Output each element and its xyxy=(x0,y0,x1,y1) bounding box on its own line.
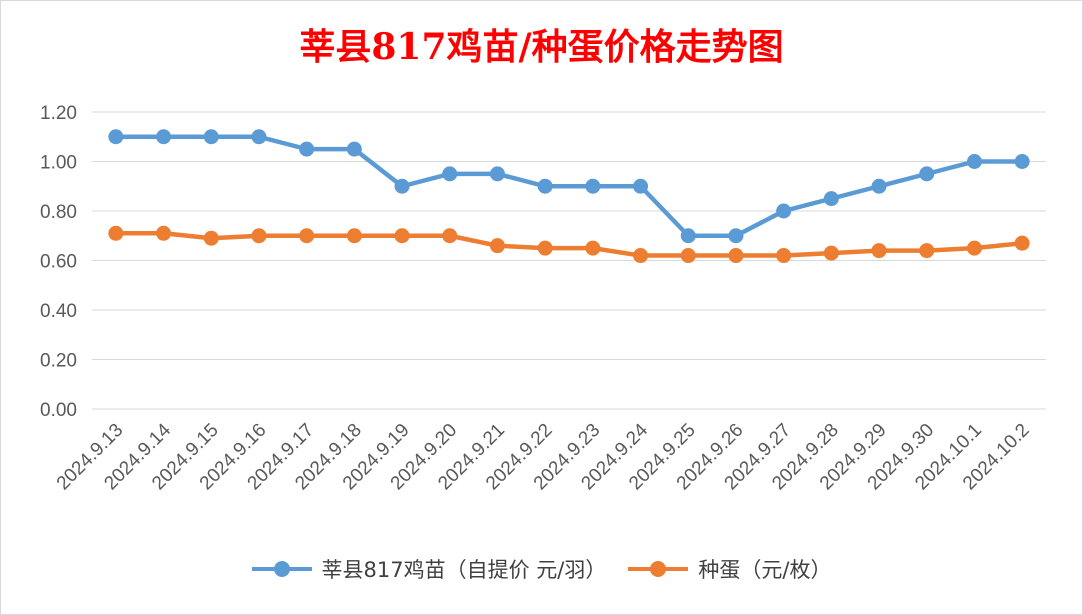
data-point xyxy=(919,166,935,182)
data-point xyxy=(108,225,124,241)
y-tick-label: 0.60 xyxy=(40,252,77,273)
y-tick-label: 0.40 xyxy=(40,301,77,322)
y-tick-label: 0.00 xyxy=(40,400,77,421)
legend: 莘县817鸡苗（自提价 元/羽） 种蛋（元/枚） xyxy=(0,554,1083,584)
data-point xyxy=(156,225,172,241)
data-point xyxy=(966,240,982,256)
data-point xyxy=(680,248,696,264)
data-point xyxy=(108,129,124,145)
data-point xyxy=(728,228,744,244)
data-point xyxy=(442,228,458,244)
data-point xyxy=(966,154,982,169)
data-point xyxy=(823,191,839,207)
data-point xyxy=(871,243,887,259)
data-point xyxy=(585,178,601,194)
y-tick-label: 0.80 xyxy=(40,202,77,223)
y-tick-label: 1.00 xyxy=(40,153,77,174)
data-point xyxy=(633,178,649,194)
data-point xyxy=(299,141,315,157)
chart-title: 莘县817鸡苗/种蛋价格走势图 xyxy=(299,26,784,68)
y-tick-label: 1.20 xyxy=(40,103,77,124)
data-point xyxy=(728,248,744,264)
data-point xyxy=(776,203,792,219)
data-point xyxy=(680,228,696,244)
series-0 xyxy=(108,129,1030,244)
series-line-1 xyxy=(115,231,1023,258)
legend-label-egg: 种蛋（元/枚） xyxy=(698,558,832,582)
data-point xyxy=(871,178,887,194)
legend-swatch-egg xyxy=(628,559,689,579)
data-point xyxy=(251,228,267,244)
data-point xyxy=(346,141,362,157)
data-point xyxy=(537,240,553,256)
series-line-0 xyxy=(115,134,1023,238)
gridlines xyxy=(92,111,1046,410)
data-point xyxy=(1014,154,1030,169)
data-point xyxy=(633,248,649,264)
data-point xyxy=(585,240,601,256)
series-layer xyxy=(108,129,1030,264)
y-tick-label: 0.20 xyxy=(40,351,77,372)
legend-label-chick: 莘县817鸡苗（自提价 元/羽） xyxy=(321,558,607,582)
legend-item-egg: 种蛋（元/枚） xyxy=(628,554,831,584)
series-1 xyxy=(108,225,1030,264)
data-point xyxy=(1014,235,1030,251)
data-point xyxy=(346,228,362,244)
data-point xyxy=(919,243,935,259)
data-point xyxy=(251,129,267,145)
data-point xyxy=(394,178,410,194)
legend-swatch-chick xyxy=(251,559,312,579)
data-point xyxy=(203,129,219,145)
data-point xyxy=(156,129,172,145)
data-point xyxy=(394,228,410,244)
data-point xyxy=(489,166,505,182)
data-point xyxy=(823,245,839,261)
data-point xyxy=(537,178,553,194)
data-point xyxy=(442,166,458,182)
x-axis-ticks: 2024.9.132024.9.142024.9.152024.9.162024… xyxy=(53,419,1034,494)
data-point xyxy=(203,230,219,246)
y-axis-ticks: 0.00 0.20 0.40 0.60 0.80 1.00 1.20 xyxy=(40,103,77,421)
data-point xyxy=(299,228,315,244)
data-point xyxy=(489,238,505,254)
legend-item-chick: 莘县817鸡苗（自提价 元/羽） xyxy=(251,554,607,584)
data-point xyxy=(776,248,792,264)
